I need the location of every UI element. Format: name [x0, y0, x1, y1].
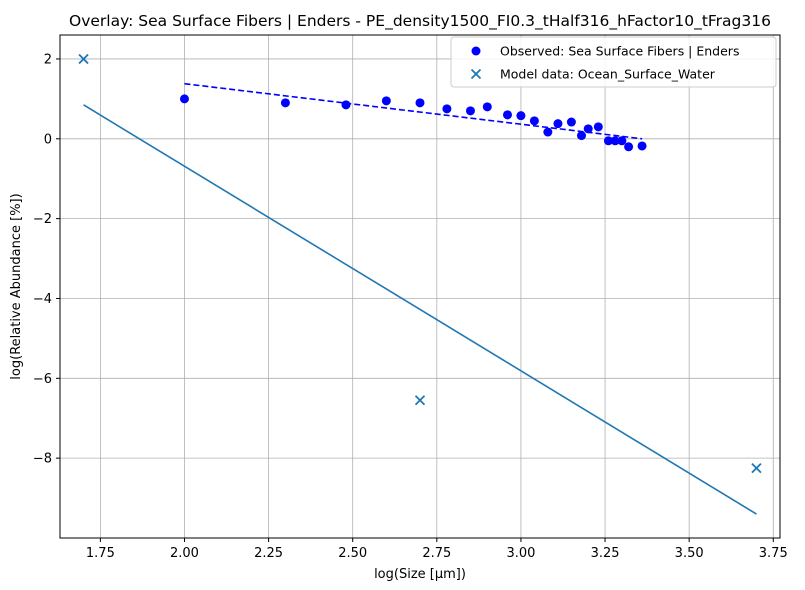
- y-tick-label: −6: [33, 372, 52, 387]
- y-axis: −8 −6 −4 −2 0 2: [33, 52, 60, 467]
- model-point: [751, 463, 762, 474]
- x-tick-label: 2.00: [170, 546, 199, 561]
- observed-point: [465, 106, 475, 116]
- model-point: [78, 53, 89, 65]
- chart-title: Overlay: Sea Surface Fibers | Enders - P…: [69, 12, 771, 31]
- y-tick-label: −2: [33, 212, 52, 227]
- observed-point: [576, 131, 586, 141]
- observed-point: [442, 104, 452, 114]
- observed-point: [593, 122, 603, 132]
- observed-point: [502, 110, 512, 120]
- legend-label-observed: Observed: Sea Surface Fibers | Enders: [500, 44, 739, 59]
- y-axis-label: log(Relative Abundance [%]): [9, 193, 24, 379]
- observed-point: [179, 94, 189, 104]
- data-layer: [78, 53, 762, 515]
- legend-box: [450, 36, 777, 88]
- legend: Observed: Sea Surface Fibers | Enders Mo…: [450, 36, 777, 88]
- observed-point: [553, 119, 563, 129]
- x-tick-label: 1.75: [86, 546, 115, 561]
- legend-label-model: Model data: Ocean_Surface_Water: [500, 67, 716, 82]
- y-tick-label: 0: [44, 132, 52, 147]
- observed-point: [381, 96, 391, 106]
- x-tick-label: 3.75: [759, 546, 788, 561]
- x-axis: 1.75 2.00 2.25 2.50 2.75 3.00 3.25 3.50 3.75: [86, 538, 788, 561]
- model-point: [414, 395, 426, 406]
- legend-marker-model: [470, 68, 482, 80]
- x-tick-label: 2.75: [422, 546, 451, 561]
- y-tick-label: −4: [33, 292, 52, 307]
- y-tick-label: −8: [33, 452, 52, 467]
- observed-point: [583, 124, 593, 134]
- observed-point: [624, 142, 634, 152]
- legend-marker-observed: [471, 46, 481, 56]
- plot-frame: [59, 34, 781, 539]
- observed-point: [341, 100, 351, 110]
- y-tick-label: 2: [44, 52, 52, 67]
- observed-point: [280, 98, 290, 108]
- observed-point: [637, 141, 647, 151]
- x-tick-label: 3.50: [675, 546, 704, 561]
- x-tick-label: 2.25: [254, 546, 283, 561]
- observed-point: [610, 136, 620, 146]
- observed-point: [529, 116, 539, 126]
- observed-point: [482, 102, 492, 112]
- observed-fit-line: [184, 82, 643, 140]
- observed-point: [603, 136, 613, 146]
- x-tick-label: 2.50: [338, 546, 367, 561]
- model-fit-line: [83, 104, 757, 515]
- x-tick-label: 3.25: [591, 546, 620, 561]
- observed-point: [543, 127, 553, 137]
- x-axis-label: log(Size [µm]): [374, 567, 466, 582]
- observed-point: [617, 136, 627, 146]
- observed-point: [566, 117, 576, 127]
- observed-point: [415, 98, 425, 108]
- observed-point: [516, 111, 526, 121]
- x-tick-label: 3.00: [506, 546, 535, 561]
